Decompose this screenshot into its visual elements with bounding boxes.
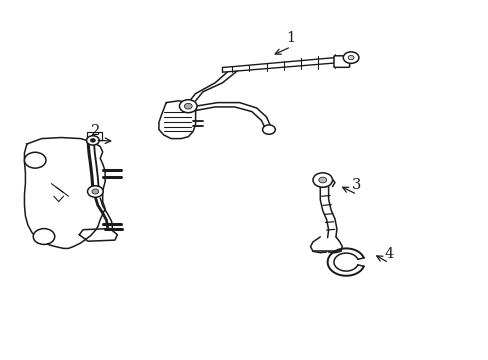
Text: 1: 1 <box>286 31 295 45</box>
Circle shape <box>33 229 55 244</box>
Text: 4: 4 <box>384 247 392 261</box>
Circle shape <box>90 139 95 142</box>
Circle shape <box>343 52 358 63</box>
Circle shape <box>87 186 103 197</box>
Circle shape <box>92 189 99 194</box>
Circle shape <box>86 136 99 145</box>
Circle shape <box>179 100 197 113</box>
Circle shape <box>184 103 192 109</box>
Circle shape <box>262 125 275 134</box>
FancyBboxPatch shape <box>86 132 102 140</box>
Circle shape <box>347 55 353 60</box>
Circle shape <box>24 152 46 168</box>
FancyBboxPatch shape <box>333 56 349 67</box>
Text: 2: 2 <box>91 125 100 138</box>
Circle shape <box>312 173 332 187</box>
Circle shape <box>318 177 326 183</box>
Text: 3: 3 <box>351 179 361 192</box>
